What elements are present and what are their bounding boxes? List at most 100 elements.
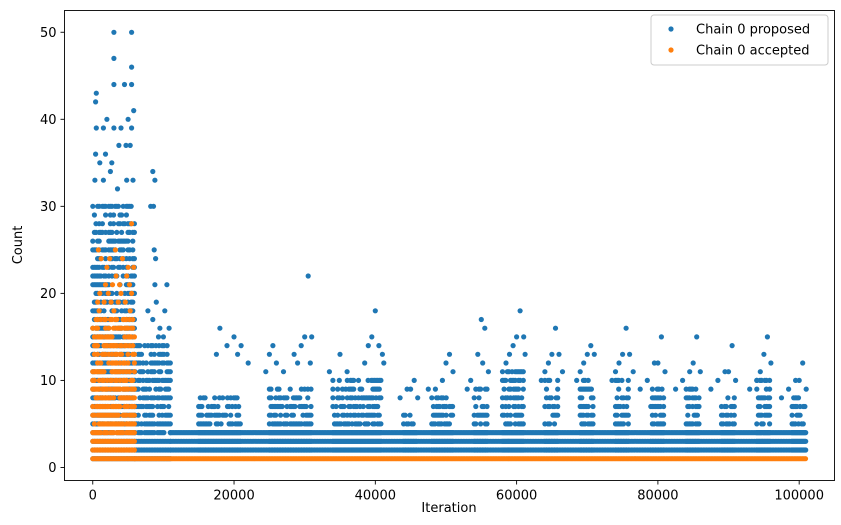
data-point [369,334,375,340]
data-point [731,403,737,410]
data-point [402,412,408,418]
data-point [555,447,561,453]
data-point [107,168,113,175]
data-point [588,343,594,349]
data-point [620,421,627,427]
data-point [167,421,173,427]
data-point [754,386,760,392]
data-point [658,334,665,340]
data-point [268,395,274,401]
data-point [376,412,382,418]
data-point [588,386,595,392]
data-point [786,386,792,392]
data-point [767,421,773,427]
data-point [379,351,385,357]
data-point [450,430,456,436]
data-point [152,282,158,288]
data-point [627,351,633,357]
data-point [111,81,117,88]
data-point [130,316,136,323]
data-point [166,325,172,331]
data-point [585,377,591,383]
data-point [503,377,509,383]
data-point [520,386,526,392]
data-point [510,343,516,349]
data-point [484,438,490,444]
data-point [519,412,525,418]
data-point [478,421,484,427]
data-point [130,177,136,183]
data-point [365,343,371,349]
data-point [305,273,311,279]
data-point [162,308,168,314]
data-point [273,412,279,418]
data-point [101,308,107,314]
data-point [308,447,314,453]
data-point [95,299,101,305]
data-point [131,403,137,410]
data-point [800,421,806,427]
data-point [124,177,130,183]
data-point [609,377,615,383]
data-point [131,256,137,262]
data-point [696,403,702,410]
data-point [278,412,284,418]
data-point [95,247,101,253]
data-point [266,351,272,357]
data-point [96,308,102,314]
data-point [150,203,157,209]
data-point [543,386,550,392]
data-point [624,403,630,410]
data-point [167,360,173,366]
data-point [555,386,561,392]
data-point [655,360,661,366]
data-point [131,447,137,453]
data-point [485,369,491,375]
data-point [411,377,417,383]
data-point [446,351,453,357]
data-point [131,351,137,357]
plot-frame [64,10,835,481]
data-point [111,308,117,314]
data-point [135,386,141,392]
data-point [796,377,802,383]
data-point [308,438,314,444]
y-axis-ticks: 0 10 20 30 40 50 [40,26,65,476]
x-tick-label: 20000 [213,489,254,504]
data-point [237,430,243,436]
data-point [123,377,129,383]
data-point [308,386,314,392]
data-point [413,430,419,436]
data-point [548,395,554,401]
y-tick-label: 20 [40,287,57,302]
data-point [126,282,133,288]
data-point [499,369,506,375]
data-point [767,386,773,392]
data-point [103,212,109,218]
data-point [484,447,490,453]
data-point [150,412,156,418]
data-point [555,377,561,383]
data-point [484,403,490,410]
data-point [137,343,143,349]
data-point [167,412,173,418]
data-point [351,377,357,383]
data-point [125,351,131,357]
data-point [450,403,456,410]
data-point [167,377,173,383]
data-point [362,360,368,366]
data-point [520,421,526,427]
data-point [231,334,237,340]
data-point [161,430,167,436]
data-point [555,395,561,401]
data-point [429,395,435,401]
data-point [407,412,413,418]
data-point [693,386,699,392]
data-point [125,264,131,270]
data-point [207,421,213,427]
data-point [202,395,208,401]
data-point [103,316,109,323]
data-point [140,369,146,375]
data-point [413,438,419,444]
data-point [446,421,452,427]
